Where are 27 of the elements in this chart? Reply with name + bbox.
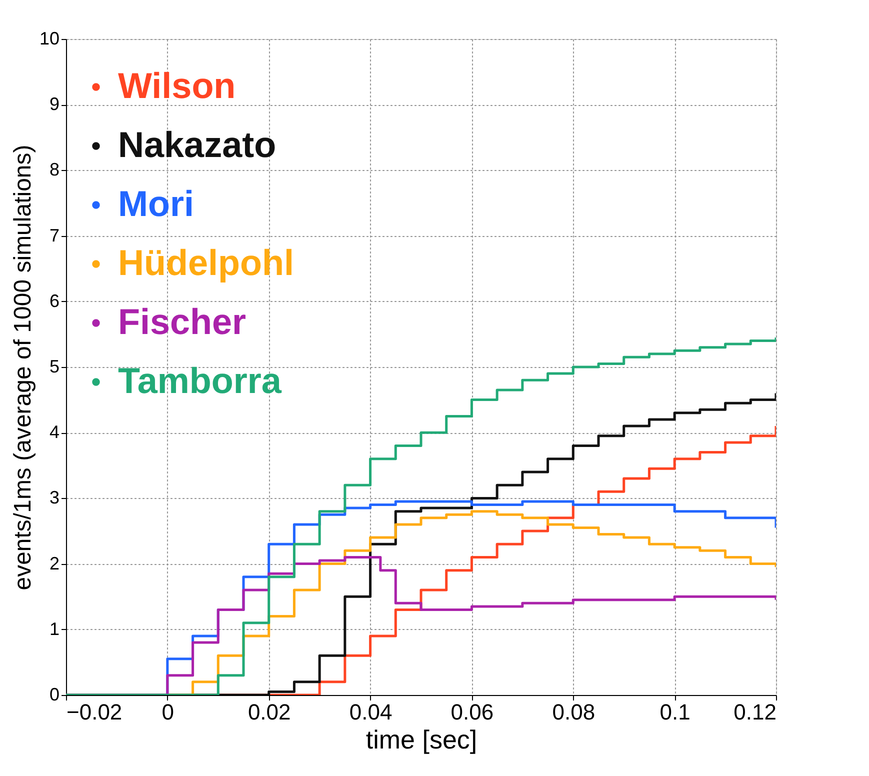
x-tick-label: 0.08	[552, 700, 596, 724]
legend-label: Wilson	[118, 65, 236, 106]
x-tick-label: 0.02	[248, 700, 291, 724]
x-tick-label: −0.02	[66, 700, 122, 724]
legend-label: Fischer	[118, 301, 246, 342]
y-tick-label: 4	[49, 422, 60, 442]
y-tick-label: 2	[49, 553, 60, 574]
y-tick-label: 5	[49, 356, 60, 376]
y-tick-label: 8	[49, 160, 60, 180]
legend-label: Hüdelpohl	[118, 242, 294, 283]
y-tick-label: 0	[49, 684, 60, 704]
legend-label: Mori	[118, 183, 194, 224]
x-axis-title: time [sec]	[366, 724, 478, 754]
x-tick-label: 0.1	[660, 700, 690, 724]
x-tick-label: 0	[162, 700, 174, 724]
legend-label: Nakazato	[118, 124, 276, 165]
y-tick-label: 1	[49, 618, 60, 639]
y-tick-label: 6	[49, 290, 60, 311]
y-tick-label: 3	[49, 488, 60, 508]
y-axis-title: events/1ms (average of 1000 simulations)	[9, 144, 36, 590]
legend-label: Tamborra	[118, 360, 282, 401]
x-tick-label: 0.12	[734, 700, 776, 724]
x-tick-label: 0.04	[349, 700, 392, 724]
x-tick-label: 0.06	[450, 700, 494, 724]
y-tick-label: 9	[49, 94, 60, 114]
y-tick-label: 7	[49, 225, 60, 246]
y-tick-label: 10	[39, 28, 60, 48]
